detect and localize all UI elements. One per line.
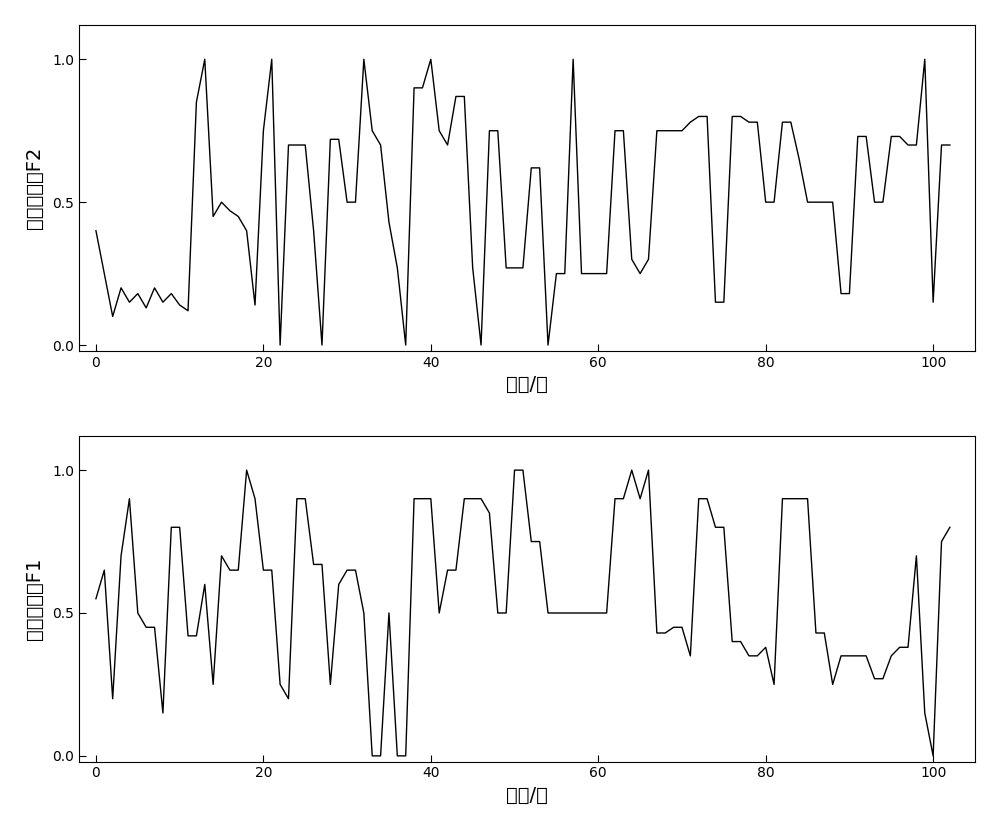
X-axis label: 时间/秒: 时间/秒: [506, 786, 548, 805]
Y-axis label: 归一化载荷F2: 归一化载荷F2: [25, 147, 44, 229]
X-axis label: 时间/秒: 时间/秒: [506, 375, 548, 394]
Y-axis label: 归一化载荷F1: 归一化载荷F1: [25, 558, 44, 640]
